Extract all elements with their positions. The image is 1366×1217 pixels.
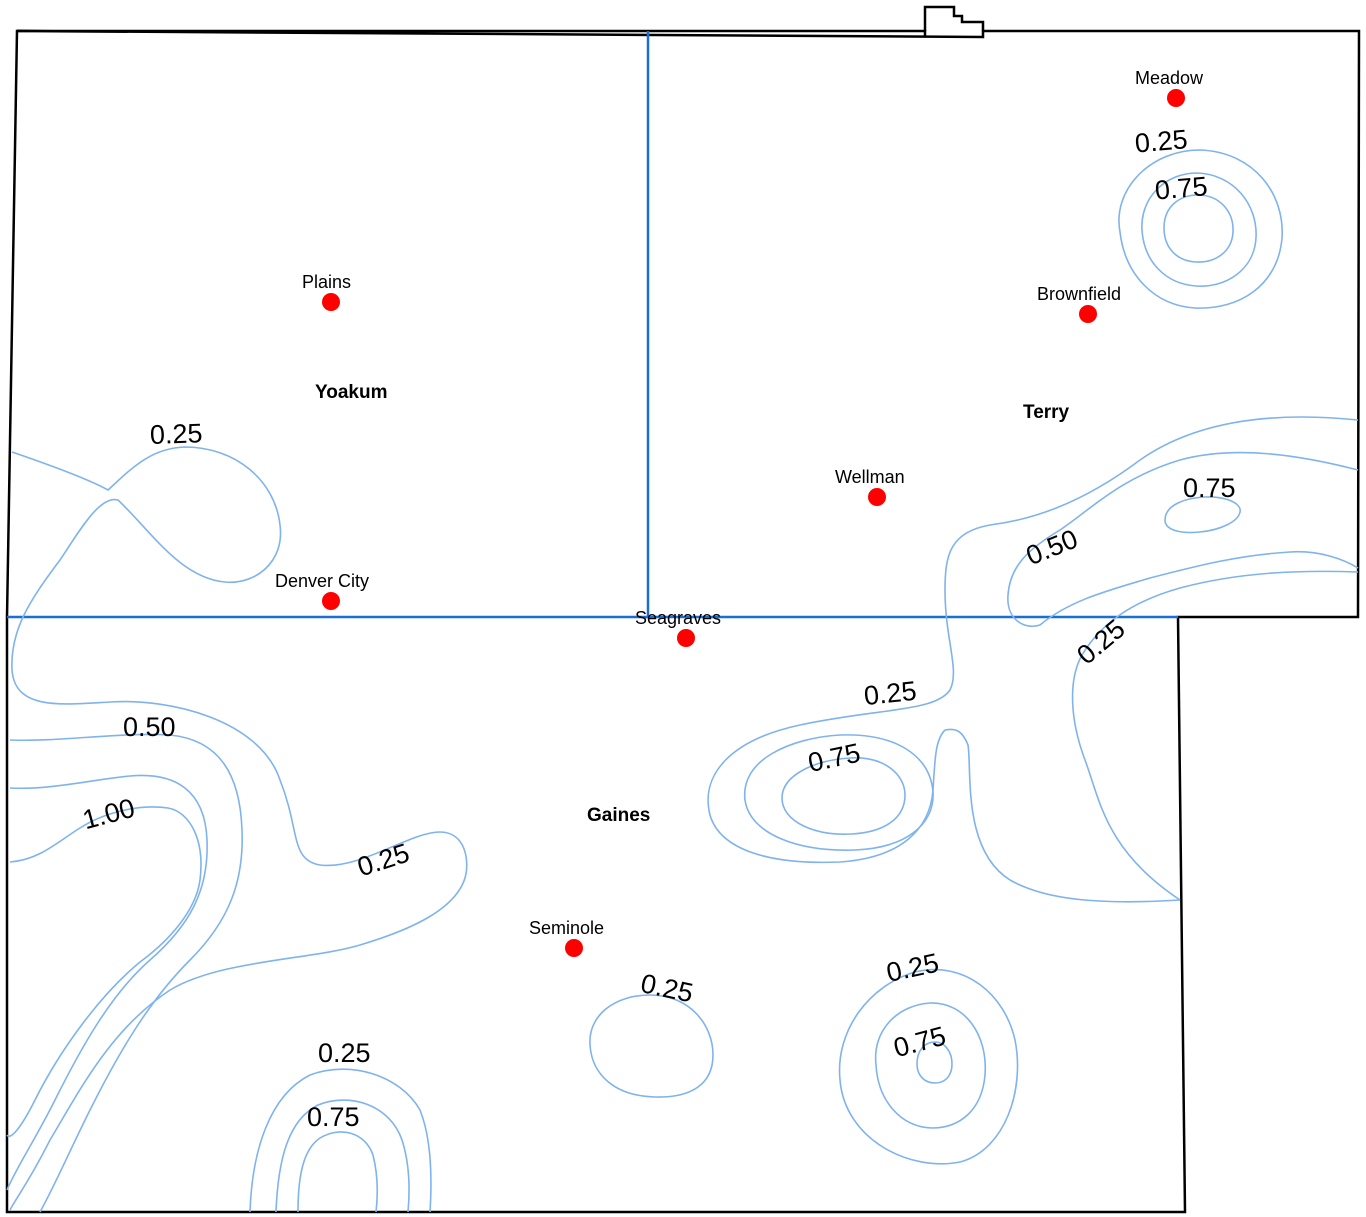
contour-line [916,1041,953,1084]
contour-label: 0.75 [805,738,863,778]
town-label-meadow: Meadow [1135,68,1204,88]
contour-label: 0.25 [1071,614,1131,671]
contour-line [249,1068,432,1213]
contour-line [707,416,1359,864]
contour-label: 0.25 [884,948,942,988]
contour-line [1007,451,1359,627]
region-border [5,5,1361,1214]
contour-label: 0.25 [862,676,917,711]
contour-line [743,734,934,851]
town-marker-brownfield [1079,305,1097,323]
contour-label: 1.00 [79,793,138,836]
contour-line [1164,496,1241,534]
town-marker-seagraves [677,629,695,647]
county-label-gaines: Gaines [587,805,650,826]
county-dividers [7,31,1178,619]
town-label-seminole: Seminole [529,918,604,938]
town-marker-denver-city [322,592,340,610]
county-label-terry: Terry [1023,402,1070,423]
contour-label: 0.50 [123,712,176,742]
town-marker-seminole [565,939,583,957]
town-marker-meadow [1167,89,1185,107]
contour-line [944,728,1181,903]
contour-line [6,774,208,1191]
town-label-seagraves: Seagraves [635,608,721,628]
contour-label: 0.25 [1134,124,1189,158]
contour-line [9,446,468,1211]
contour-label: 0.50 [1022,524,1082,572]
contour-label: 0.25 [354,838,413,883]
contour-label: 0.75 [890,1021,949,1064]
contour-label: 0.75 [307,1102,360,1132]
contour-label: 0.75 [1154,171,1209,205]
town-label-wellman: Wellman [835,467,905,487]
contour-line [1163,194,1234,263]
contour-line [297,1131,379,1213]
contour-label: 0.25 [638,968,696,1008]
town-label-plains: Plains [302,272,351,292]
town-label-brownfield: Brownfield [1037,284,1121,304]
contour-line [6,806,202,1137]
contour-label: 0.25 [149,418,203,450]
contour-line [1141,172,1257,287]
town-marker-plains [322,293,340,311]
contour-lines [6,149,1359,1213]
contour-line [9,733,243,1213]
contour-line [874,1002,986,1129]
county-label-yoakum: Yoakum [315,382,388,403]
town-marker-wellman [868,488,886,506]
lynn-county-notch [923,5,985,31]
contour-label: 0.75 [1183,473,1236,503]
contour-label: 0.25 [318,1038,371,1068]
county-labels: Yoakum Terry Gaines [315,382,1070,826]
town-markers: Meadow Plains Brownfield Wellman Denver … [275,68,1204,957]
contour-line [838,968,1019,1165]
contour-line [781,757,906,835]
contour-line [589,994,714,1098]
contour-line [275,1099,410,1213]
contour-labels: 0.25 0.75 0.25 0.75 0.50 0.25 0.25 0.75 … [79,124,1235,1132]
town-label-denver-city: Denver City [275,571,369,591]
contour-line [1071,570,1359,901]
contour-line [1118,149,1283,309]
